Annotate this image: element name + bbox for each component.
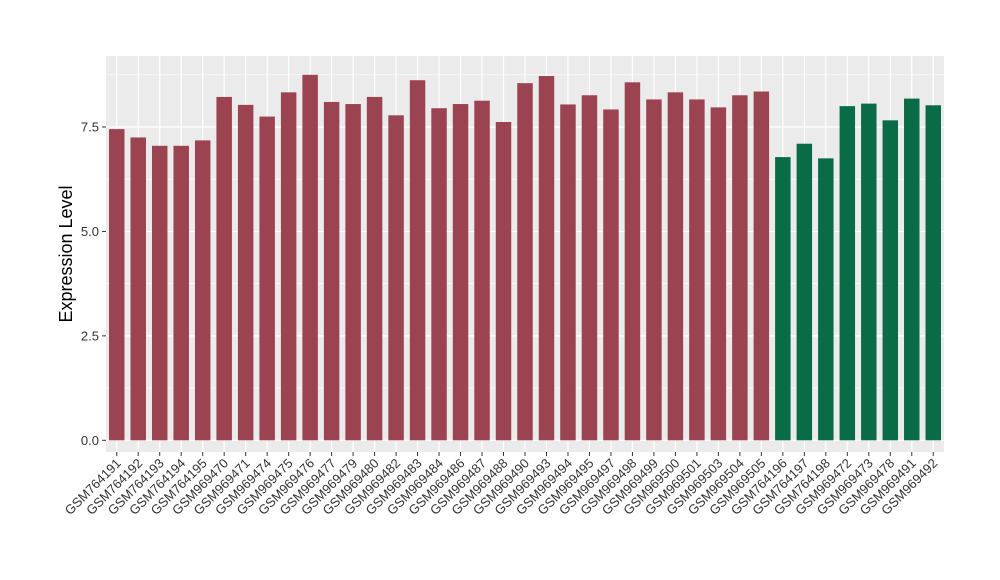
bar-GSM764192 (130, 137, 146, 441)
y-tick-label: 5.0 (81, 224, 99, 239)
bar-GSM969484 (431, 108, 447, 441)
bars (109, 74, 941, 441)
bar-GSM969501 (689, 99, 705, 441)
y-axis: 0.0 2.5 5.0 7.5 (81, 120, 106, 448)
y-tick-label: 2.5 (81, 328, 99, 343)
bar-GSM969480 (366, 96, 383, 441)
bar-GSM764193 (151, 145, 168, 441)
bar-GSM969497 (603, 109, 619, 441)
bar-GSM969504 (732, 95, 748, 441)
bar-GSM969488 (495, 122, 512, 441)
bar-GSM764194 (173, 145, 189, 441)
x-axis: GSM764191GSM764192GSM764193GSM764194GSM7… (62, 452, 940, 518)
bar-GSM969491 (904, 98, 920, 441)
bar-GSM969474 (259, 116, 275, 441)
bar-GSM969493 (538, 76, 555, 441)
bar-GSM969494 (560, 104, 576, 441)
bar-GSM764196 (775, 157, 791, 441)
bar-GSM764197 (796, 143, 813, 441)
bar-GSM969482 (388, 115, 404, 441)
bar-GSM969473 (861, 103, 877, 441)
bar-GSM969490 (517, 83, 533, 441)
bar-GSM969471 (237, 104, 254, 441)
y-axis-title: Expression Level (56, 185, 76, 322)
bar-GSM969476 (302, 74, 318, 441)
bar-GSM969479 (345, 104, 361, 441)
bar-GSM969472 (839, 106, 856, 441)
bar-GSM969486 (452, 104, 469, 441)
bar-GSM764198 (818, 158, 834, 441)
bar-GSM969492 (925, 105, 941, 441)
bar-GSM969487 (474, 100, 490, 441)
bar-GSM969495 (581, 95, 598, 441)
bar-GSM969470 (216, 96, 232, 441)
bar-GSM969475 (280, 92, 297, 441)
bar-GSM969478 (882, 120, 899, 441)
bar-GSM764195 (194, 140, 211, 441)
y-tick-label: 0.0 (81, 433, 99, 448)
bar-GSM969477 (323, 101, 340, 441)
y-tick-label: 7.5 (81, 120, 99, 135)
bar-GSM969503 (710, 107, 727, 441)
bar-GSM764191 (109, 129, 125, 441)
bar-GSM969498 (624, 82, 641, 441)
bar-GSM969499 (646, 99, 662, 441)
bar-GSM969500 (667, 92, 684, 441)
bar-GSM969505 (753, 91, 770, 441)
bar-GSM969483 (409, 80, 426, 441)
